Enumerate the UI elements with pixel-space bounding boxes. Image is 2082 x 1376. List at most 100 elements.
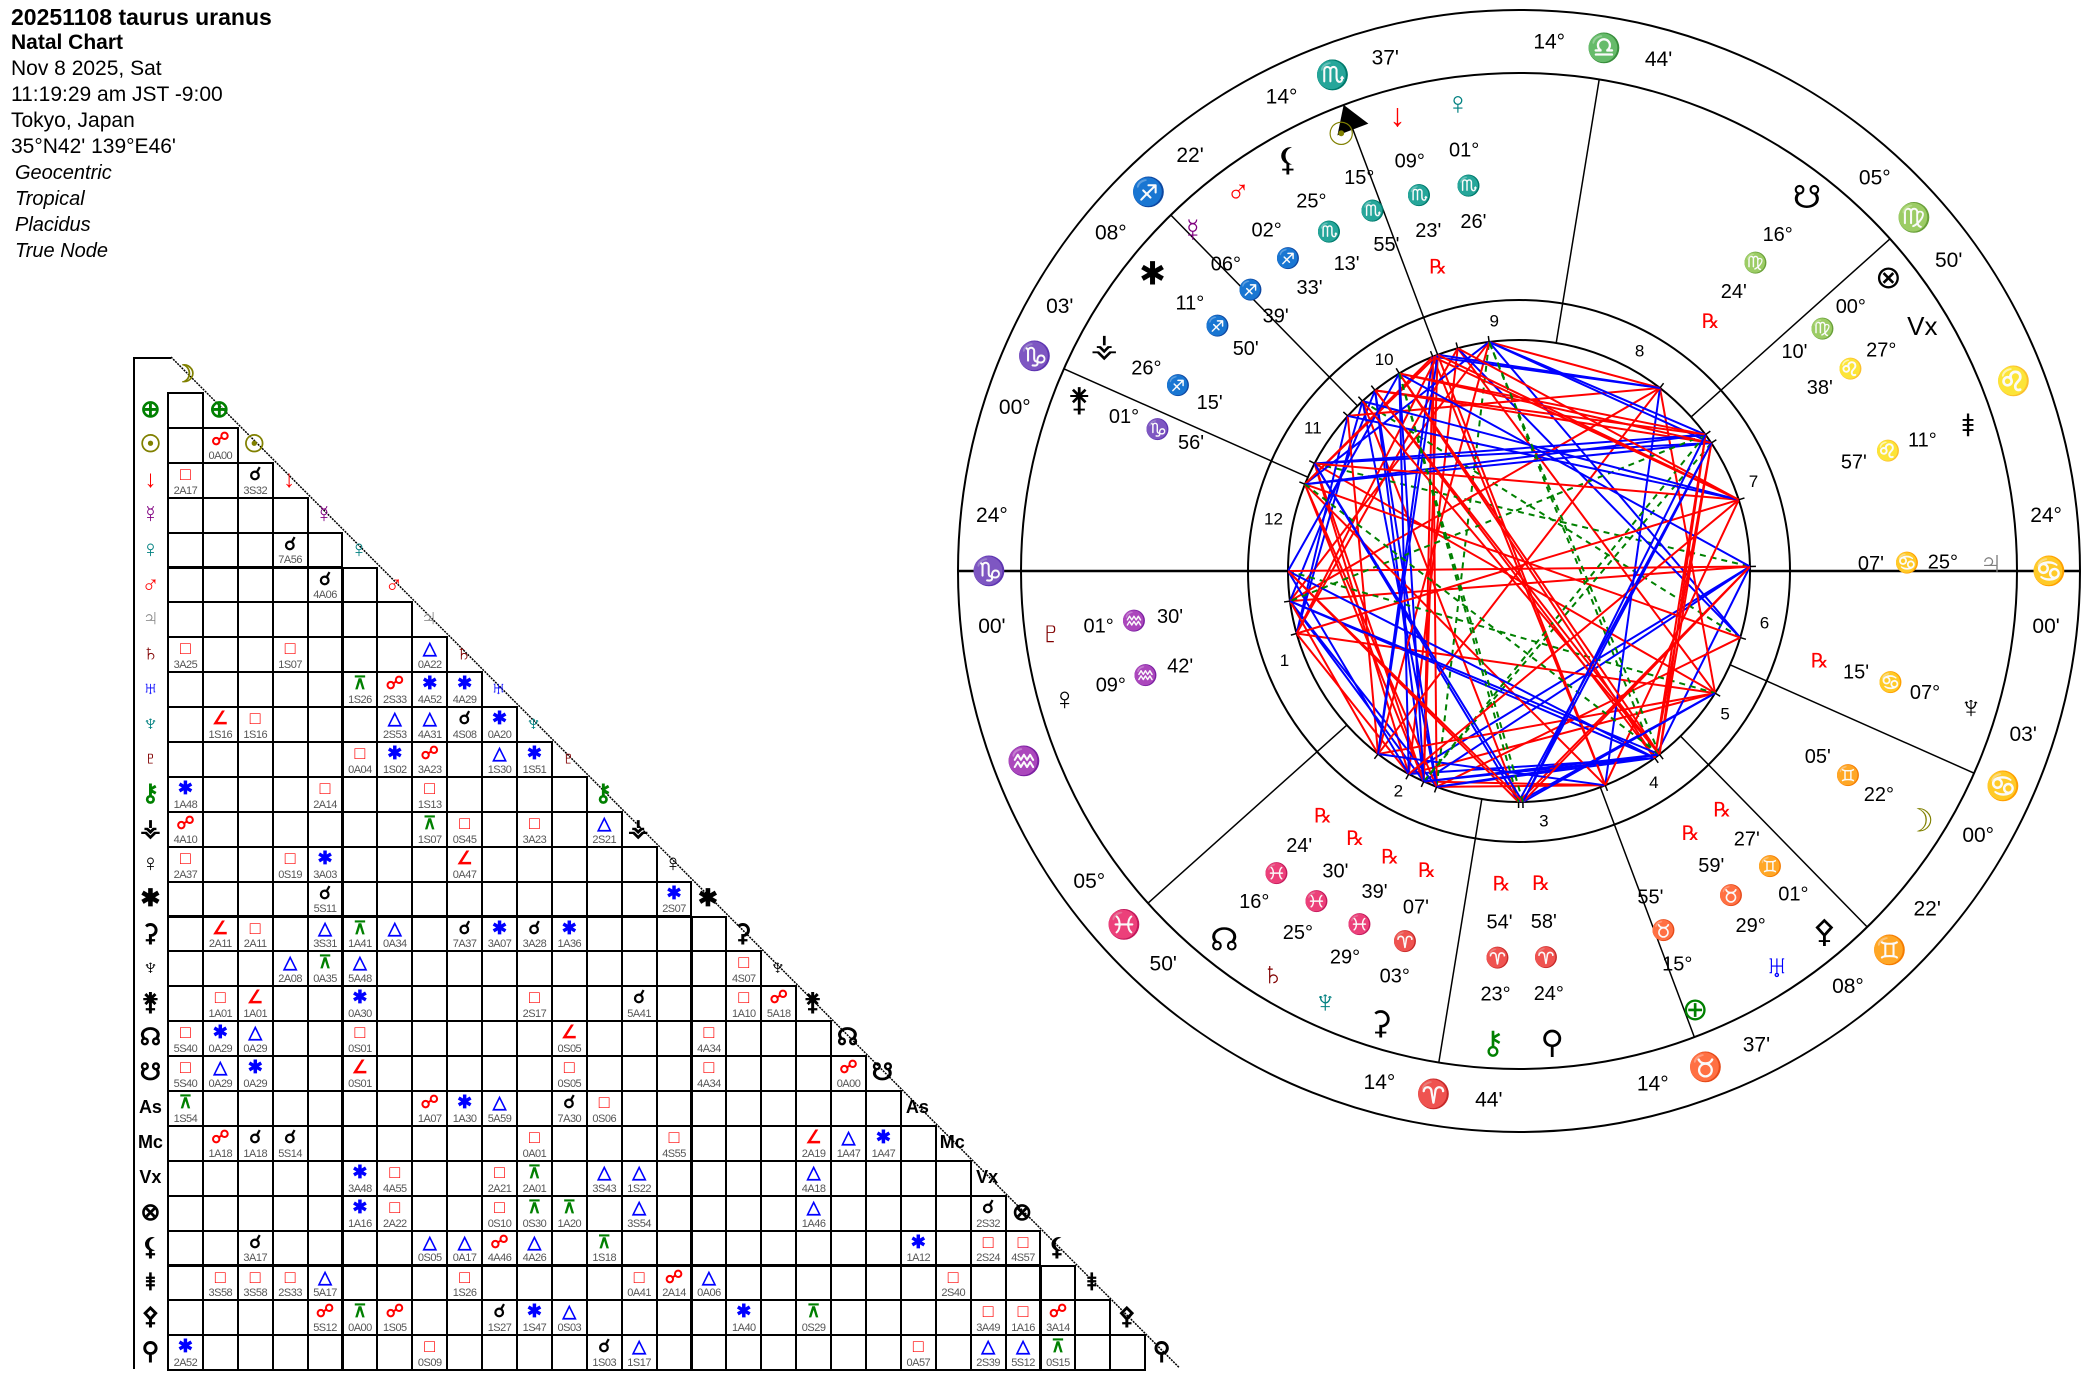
grid-cell[interactable]: △ 4A18 <box>795 1159 833 1197</box>
grid-cell[interactable]: ✱ 0A20 <box>481 706 518 743</box>
grid-cell[interactable]: △ 5A48 <box>341 950 379 988</box>
grid-cell[interactable] <box>201 601 239 639</box>
grid-cell[interactable] <box>550 845 588 883</box>
grid-cell[interactable]: ✱ 3A07 <box>481 915 518 953</box>
grid-cell[interactable]: △ 3S31 <box>306 915 344 953</box>
grid-cell[interactable] <box>167 426 204 464</box>
grid-cell[interactable] <box>516 1020 553 1058</box>
grid-cell[interactable]: △ 1S22 <box>620 1159 658 1197</box>
grid-cell[interactable] <box>481 880 518 918</box>
grid-cell[interactable] <box>934 1194 972 1232</box>
grid-cell[interactable] <box>271 1020 309 1058</box>
grid-cell[interactable] <box>376 880 414 918</box>
grid-cell[interactable]: □ 2A21 <box>481 1159 518 1197</box>
grid-cell[interactable]: ⊼ 0A35 <box>306 950 344 988</box>
grid-cell[interactable]: ✱ 4A29 <box>446 671 484 709</box>
grid-cell[interactable]: ☍ 3A14 <box>1039 1299 1077 1337</box>
grid-cell[interactable] <box>620 915 658 953</box>
grid-cell[interactable]: □ 0S05 <box>550 1055 588 1092</box>
grid-cell[interactable] <box>271 1055 309 1092</box>
grid-cell[interactable] <box>1109 1334 1147 1372</box>
grid-cell[interactable] <box>865 1299 902 1337</box>
grid-cell[interactable] <box>1074 1334 1112 1372</box>
grid-cell[interactable]: ∠ 0S05 <box>550 1020 588 1058</box>
grid-cell[interactable] <box>690 915 728 953</box>
grid-cell[interactable]: □ 0A57 <box>899 1334 937 1372</box>
grid-cell[interactable]: □ 2S33 <box>271 1264 309 1302</box>
grid-cell[interactable]: ☍ 3A23 <box>411 741 449 778</box>
grid-cell[interactable]: △ 4A26 <box>516 1229 553 1267</box>
grid-cell[interactable]: ✱ 1A30 <box>446 1090 484 1127</box>
grid-cell[interactable] <box>236 1334 274 1372</box>
grid-cell[interactable] <box>236 1159 274 1197</box>
grid-cell[interactable]: □ 1A10 <box>725 985 763 1023</box>
grid-cell[interactable]: ✱ 1A12 <box>899 1229 937 1267</box>
grid-cell[interactable] <box>306 636 344 674</box>
grid-cell[interactable]: ☌ 5A41 <box>620 985 658 1023</box>
grid-cell[interactable] <box>167 985 204 1023</box>
grid-cell[interactable]: ⊼ 1A41 <box>341 915 379 953</box>
grid-cell[interactable] <box>201 950 239 988</box>
grid-cell[interactable]: ☍ 1A07 <box>411 1090 449 1127</box>
grid-cell[interactable] <box>655 1334 693 1372</box>
grid-cell[interactable] <box>167 1124 204 1162</box>
grid-cell[interactable] <box>550 985 588 1023</box>
grid-cell[interactable]: □ 4S07 <box>725 950 763 988</box>
grid-cell[interactable]: ☍ 4A10 <box>167 810 204 848</box>
grid-cell[interactable]: ☌ 1S03 <box>585 1334 623 1372</box>
grid-cell[interactable] <box>760 1299 798 1337</box>
grid-cell[interactable] <box>341 1264 379 1302</box>
grid-cell[interactable] <box>411 950 449 988</box>
grid-cell[interactable] <box>341 775 379 813</box>
grid-cell[interactable] <box>271 1090 309 1127</box>
grid-cell[interactable] <box>167 1264 204 1302</box>
grid-cell[interactable] <box>201 1334 239 1372</box>
grid-cell[interactable]: ⊼ 2A01 <box>516 1159 553 1197</box>
grid-cell[interactable]: □ 4S57 <box>1004 1229 1042 1267</box>
grid-cell[interactable] <box>760 1334 798 1372</box>
grid-cell[interactable]: ⊼ 0A00 <box>341 1299 379 1337</box>
grid-cell[interactable] <box>306 601 344 639</box>
grid-cell[interactable] <box>481 1334 518 1372</box>
grid-cell[interactable]: △ 5S12 <box>1004 1334 1042 1372</box>
grid-cell[interactable] <box>376 636 414 674</box>
grid-cell[interactable]: ☍ 0A00 <box>201 426 239 464</box>
grid-cell[interactable] <box>341 706 379 743</box>
grid-cell[interactable]: □ 2S17 <box>516 985 553 1023</box>
grid-cell[interactable]: ✱ 2S07 <box>655 880 693 918</box>
grid-cell[interactable] <box>376 1124 414 1162</box>
grid-cell[interactable] <box>271 1229 309 1267</box>
grid-cell[interactable] <box>655 915 693 953</box>
grid-cell[interactable] <box>795 1055 833 1092</box>
grid-cell[interactable] <box>585 1299 623 1337</box>
grid-cell[interactable] <box>969 1264 1007 1302</box>
grid-cell[interactable]: ✱ 1S51 <box>516 741 553 778</box>
grid-cell[interactable] <box>306 1334 344 1372</box>
grid-cell[interactable] <box>830 1229 867 1267</box>
grid-cell[interactable]: □ 1S13 <box>411 775 449 813</box>
grid-cell[interactable] <box>201 1299 239 1337</box>
grid-cell[interactable]: ☌ 3A17 <box>236 1229 274 1267</box>
grid-cell[interactable] <box>201 880 239 918</box>
grid-cell[interactable]: ⊼ 1S18 <box>585 1229 623 1267</box>
grid-cell[interactable]: △ 1A47 <box>830 1124 867 1162</box>
grid-cell[interactable] <box>760 1229 798 1267</box>
grid-cell[interactable] <box>446 1334 484 1372</box>
grid-cell[interactable]: ⊼ 0S29 <box>795 1299 833 1337</box>
grid-cell[interactable]: ☌ 7A37 <box>446 915 484 953</box>
grid-cell[interactable] <box>481 775 518 813</box>
grid-cell[interactable] <box>1004 1264 1042 1302</box>
grid-cell[interactable]: □ 0A41 <box>620 1264 658 1302</box>
grid-cell[interactable]: ✱ 1A36 <box>550 915 588 953</box>
grid-cell[interactable]: ∠ 1A01 <box>236 985 274 1023</box>
grid-cell[interactable] <box>760 1020 798 1058</box>
grid-cell[interactable]: □ 0S10 <box>481 1194 518 1232</box>
grid-cell[interactable] <box>446 880 484 918</box>
grid-cell[interactable] <box>690 1194 728 1232</box>
grid-cell[interactable] <box>516 1055 553 1092</box>
grid-cell[interactable] <box>201 566 239 604</box>
grid-cell[interactable]: ☍ 0A00 <box>830 1055 867 1092</box>
grid-cell[interactable] <box>271 915 309 953</box>
grid-cell[interactable]: ∠ 0A47 <box>446 845 484 883</box>
grid-cell[interactable]: ✱ 1S47 <box>516 1299 553 1337</box>
